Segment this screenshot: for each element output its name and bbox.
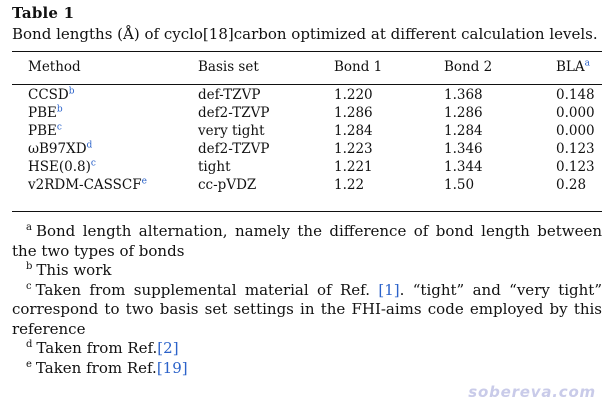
header-rule (12, 84, 602, 85)
footnote-text-continued: . “tight” and “very tight” correspond to… (12, 280, 602, 338)
table-header-row: Method Basis set Bond 1 Bond 2 BLAa (12, 54, 602, 80)
method-cell: PBEb (12, 104, 198, 122)
footnote-e: e Taken from Ref.[19] (12, 359, 602, 379)
method-cell: ωB97XDd (12, 140, 198, 158)
footnote-mark: b (26, 261, 33, 272)
bla-header-label: BLA (556, 59, 585, 75)
bond1-cell: 1.220 (334, 87, 373, 103)
footnote-mark: a (26, 222, 32, 233)
reference-link[interactable]: [19] (156, 358, 188, 377)
table-row: PBEc very tight 1.284 1.284 0.000 (12, 122, 602, 140)
method-name: ωB97XD (28, 141, 87, 157)
bla-cell: 0.148 (556, 87, 595, 103)
footnote-c: c Taken from supplemental material of Ref… (12, 281, 602, 340)
basis-cell: def2-TZVP (198, 105, 270, 121)
bla-cell: 0.000 (556, 105, 595, 121)
footnote-text: Bond length alternation, namely the diff… (12, 222, 602, 260)
bond2-cell: 1.344 (444, 159, 483, 175)
bond-length-table: Method Basis set Bond 1 Bond 2 BLAa CCSD… (12, 54, 602, 194)
column-header-basis: Basis set (198, 59, 259, 75)
bond2-cell: 1.346 (444, 141, 483, 157)
footnote-mark: d (26, 339, 33, 350)
basis-cell: def-TZVP (198, 87, 261, 103)
table-row: CCSDb def-TZVP 1.220 1.368 0.148 (12, 86, 602, 104)
method-name: v2RDM-CASSCF (28, 177, 142, 193)
basis-cell: cc-pVDZ (198, 177, 257, 193)
bond2-cell: 1.368 (444, 87, 483, 103)
bond2-cell: 1.286 (444, 105, 483, 121)
method-cell: v2RDM-CASSCFe (12, 176, 198, 194)
table-caption: Bond lengths (Å) of cyclo[18]carbon opti… (12, 25, 598, 43)
footnote-mark: c (90, 158, 96, 169)
table-row: v2RDM-CASSCFe cc-pVDZ 1.22 1.50 0.28 (12, 176, 602, 194)
bla-cell: 0.123 (556, 141, 595, 157)
footnote-b: b This work (12, 261, 602, 281)
column-header-bla: BLAa (556, 54, 602, 80)
column-header-bond1: Bond 1 (334, 59, 383, 75)
column-header-method: Method (28, 59, 81, 75)
footnote-mark: d (86, 140, 93, 151)
footnote-mark: b (56, 104, 63, 115)
basis-cell: tight (198, 159, 231, 175)
bond1-cell: 1.286 (334, 105, 373, 121)
basis-cell: def2-TZVP (198, 141, 270, 157)
bond2-cell: 1.284 (444, 123, 483, 139)
method-name: PBE (28, 105, 57, 121)
watermark: sobereva.com (468, 383, 596, 401)
method-cell: PBEc (12, 122, 198, 140)
footnote-d: d Taken from Ref.[2] (12, 339, 602, 359)
reference-link[interactable]: [1] (378, 280, 400, 299)
footnote-text: Taken from Ref. (36, 339, 158, 357)
table-footnotes: a Bond length alternation, namely the dif… (12, 222, 602, 378)
footnote-mark: c (26, 280, 32, 292)
bla-cell: 0.000 (556, 123, 595, 139)
table-row: PBEb def2-TZVP 1.286 1.286 0.000 (12, 104, 602, 122)
footnote-text: Taken from Ref. (35, 358, 157, 377)
footnote-mark: e (141, 176, 147, 187)
bla-cell: 0.28 (556, 177, 587, 193)
method-name: PBE (28, 123, 57, 139)
bond1-cell: 1.221 (334, 159, 373, 175)
bond1-cell: 1.223 (334, 141, 373, 157)
bond1-cell: 1.284 (334, 123, 373, 139)
footnote-mark: c (56, 122, 62, 133)
column-header-bond2: Bond 2 (444, 59, 493, 75)
bond2-cell: 1.50 (444, 177, 475, 193)
reference-link[interactable]: [2] (157, 339, 179, 357)
table-row: HSE(0.8)c tight 1.221 1.344 0.123 (12, 158, 602, 176)
method-name: CCSD (28, 87, 69, 103)
bond1-cell: 1.22 (334, 177, 365, 193)
bla-cell: 0.123 (556, 159, 595, 175)
footnote-mark: b (68, 86, 75, 97)
footnote-text: Taken from supplemental material of Ref. (35, 280, 379, 299)
bla-header-footnote-mark: a (584, 58, 591, 69)
table-label: Table 1 (12, 4, 75, 22)
method-cell: HSE(0.8)c (12, 158, 198, 176)
footnote-mark: e (26, 358, 32, 370)
basis-cell: very tight (198, 123, 265, 139)
footnote-a: a Bond length alternation, namely the dif… (12, 222, 602, 261)
bottom-rule (12, 211, 602, 212)
top-rule (12, 51, 602, 52)
table-row: ωB97XDd def2-TZVP 1.223 1.346 0.123 (12, 140, 602, 158)
method-name: HSE(0.8) (28, 159, 91, 175)
footnote-text: This work (36, 261, 112, 279)
method-cell: CCSDb (12, 86, 198, 104)
